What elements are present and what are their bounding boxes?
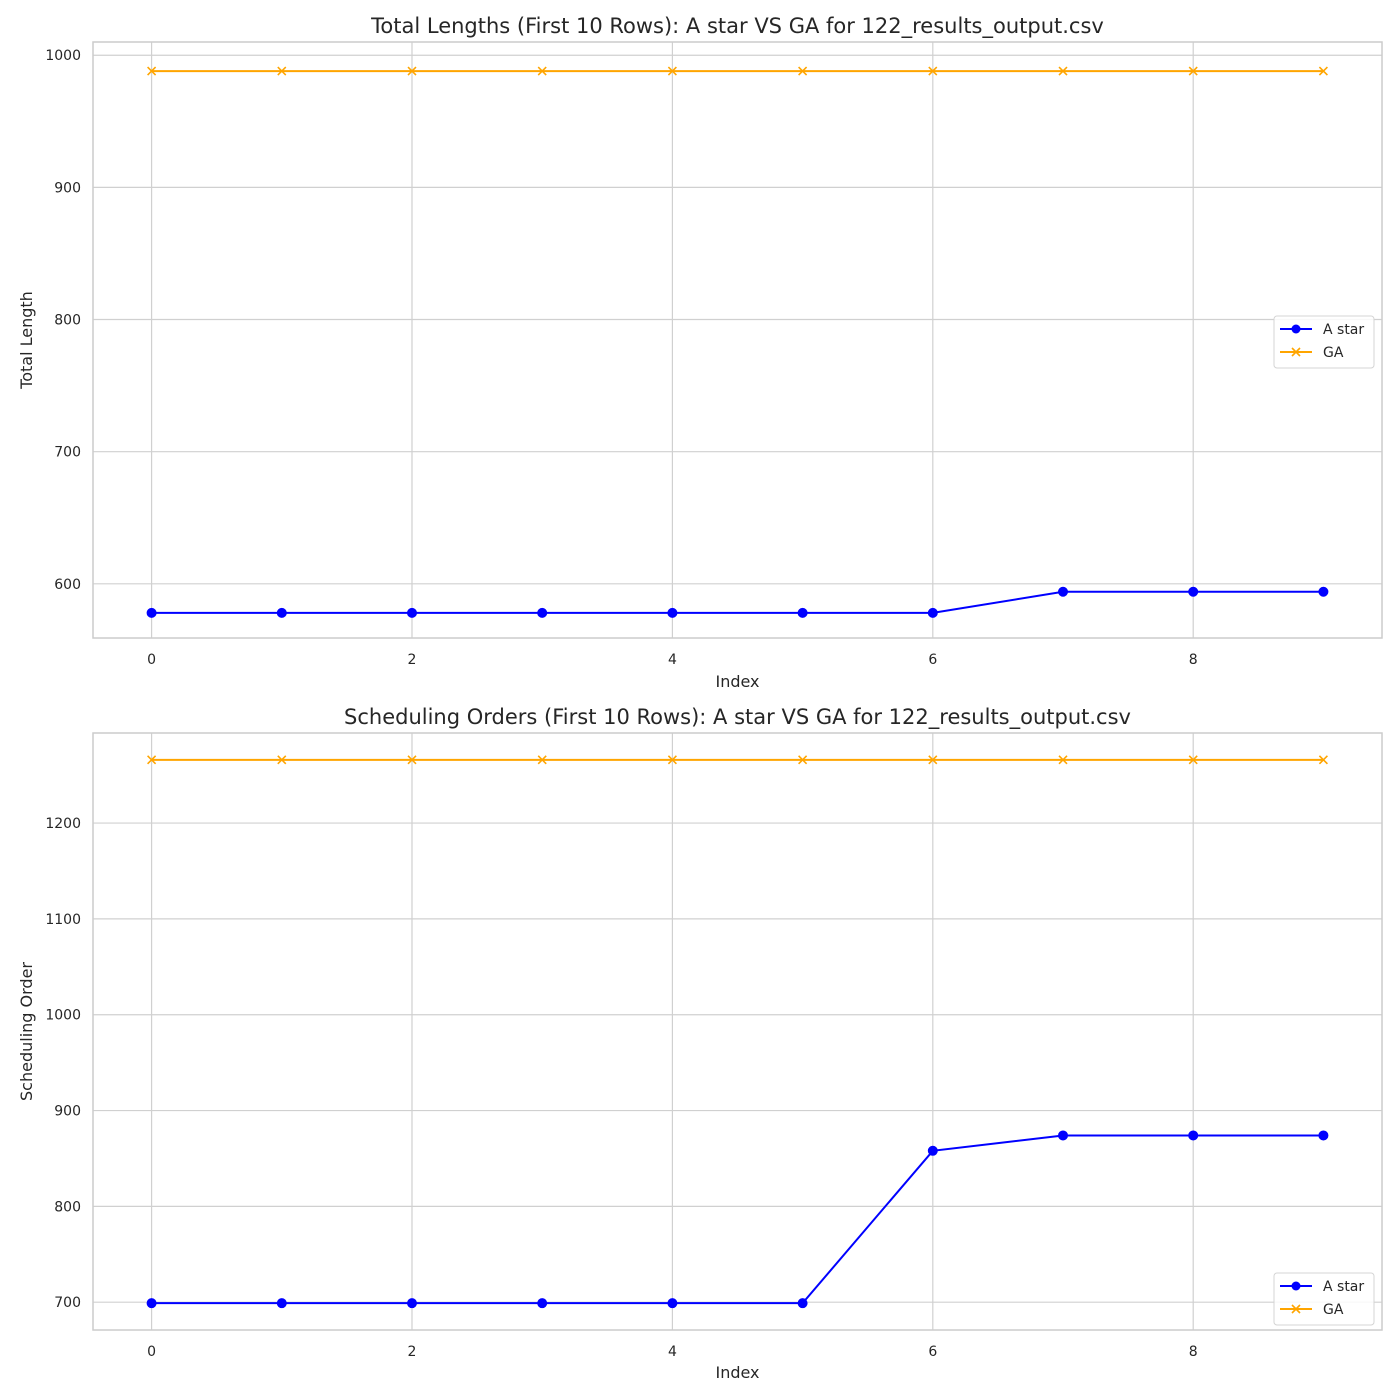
legend-label: GA [1323,1302,1344,1318]
plot-frame [92,41,1383,639]
data-point [1058,1130,1069,1141]
series-a-star [146,586,1329,618]
x-tick-label: 6 [928,652,937,668]
chart-title: Scheduling Orders (First 10 Rows): A sta… [344,705,1131,730]
data-point [1188,755,1198,765]
chart-2: 0 2 4 6 8 700 800 900 1000 1100 1200 Scheduling Ord… [17,705,1383,1382]
data-point [147,66,157,76]
data-point [928,66,938,76]
data-point [406,1298,417,1309]
y-tick-label: 800 [54,313,81,329]
data-point [277,755,287,765]
legend-entry: GA [1280,1302,1344,1318]
legend-label: A star [1323,1279,1364,1295]
x-axis-label: Index [715,672,759,691]
y-tick-label: 800 [54,1199,81,1215]
data-point [1318,586,1329,597]
data-point [277,66,287,76]
x-tick-label: 4 [668,1344,677,1360]
data-point [797,607,808,618]
data-point [1318,66,1328,76]
data-point [667,1298,678,1309]
plot-frame [92,732,1383,1331]
data-point [928,755,938,765]
series-ga [147,755,1328,765]
data-point [797,1298,808,1309]
x-tick-label: 2 [408,1344,417,1360]
series-ga [147,66,1328,76]
data-point [146,607,157,618]
legend-marker [1291,347,1301,357]
data-point [798,66,808,76]
data-point [406,607,417,618]
data-point [1058,66,1068,76]
data-point [667,66,677,76]
y-axis-label: Scheduling Order [17,962,36,1101]
data-point [147,755,157,765]
series-line [151,1134,1324,1305]
y-tick-label: 700 [54,445,81,461]
data-point [927,607,938,618]
data-point [1188,66,1198,76]
data-point [667,755,677,765]
y-tick-label: 1000 [45,48,81,64]
data-point [1188,1130,1199,1141]
legend-entry: A star [1280,1279,1364,1295]
chart-title: Total Lengths (First 10 Rows): A star VS… [370,14,1104,39]
x-tick-label: 4 [668,652,677,668]
data-point [537,66,547,76]
data-point [927,1145,938,1156]
data-point [276,607,287,618]
x-tick-label: 6 [928,1344,937,1360]
data-point [407,66,417,76]
data-point [537,755,547,765]
y-tick-label: 600 [54,577,81,593]
data-point [1318,1130,1329,1141]
y-tick-label: 900 [54,1104,81,1120]
legend-label: A star [1323,322,1364,338]
y-tick-label: 1100 [45,912,81,928]
legend-entry: GA [1280,345,1344,361]
data-point [798,755,808,765]
legend-marker [1291,1281,1301,1291]
data-point [667,607,678,618]
data-point [1058,755,1068,765]
y-axis-label: Total Length [17,291,36,390]
data-point [537,1298,548,1309]
legend: A star GA [1273,315,1375,369]
legend-entry: A star [1280,322,1364,338]
y-tick-label: 1000 [45,1008,81,1024]
legend-marker [1291,1304,1301,1314]
series-line [151,590,1324,614]
data-point [537,607,548,618]
y-tick-label: 1200 [45,816,81,832]
data-point [1188,586,1199,597]
data-point [1058,586,1069,597]
legend-marker [1291,324,1301,334]
legend-label: GA [1323,345,1344,361]
x-tick-label: 0 [147,652,156,668]
data-point [146,1298,157,1309]
data-point [276,1298,287,1309]
chart-1: 0 2 4 6 8 600 700 800 900 1000 Total Lengths (Firs… [17,14,1383,691]
y-tick-label: 900 [54,180,81,196]
y-tick-label: 700 [54,1295,81,1311]
x-tick-label: 8 [1189,652,1198,668]
x-tick-label: 0 [147,1344,156,1360]
series-a-star [146,1130,1329,1309]
data-point [407,755,417,765]
data-point [1318,755,1328,765]
legend: A star GA [1273,1272,1375,1326]
x-tick-label: 8 [1189,1344,1198,1360]
x-tick-label: 2 [408,652,417,668]
x-axis-label: Index [715,1363,759,1382]
